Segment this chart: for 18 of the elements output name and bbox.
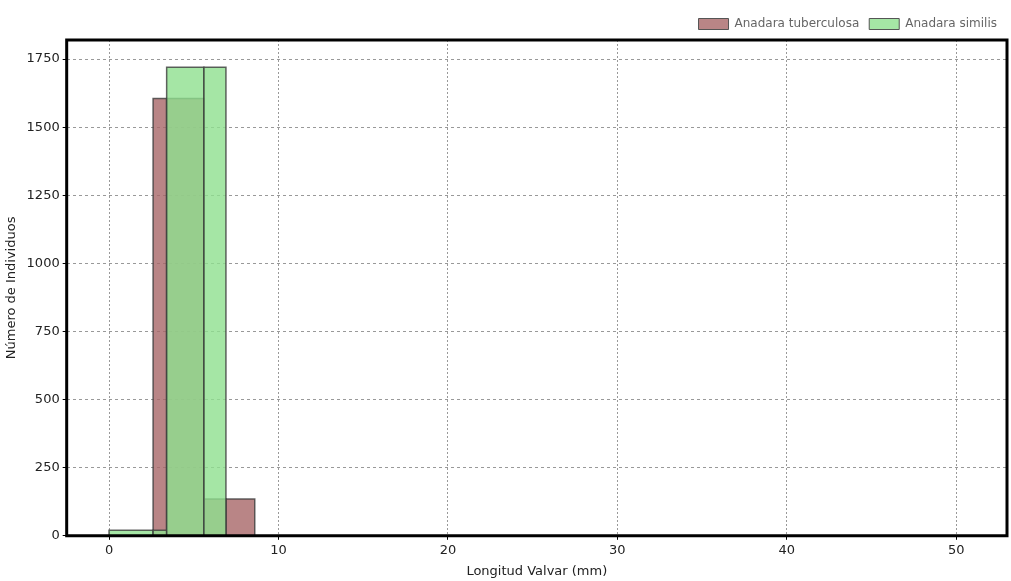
y-tick-label: 1000 (26, 254, 60, 270)
y-tick-label: 750 (34, 322, 60, 338)
x-axis-title: Longitud Valvar (mm) (466, 562, 608, 578)
y-tick-label: 500 (34, 390, 60, 406)
legend-label: Anadara tuberculosa (734, 16, 860, 31)
y-tick-label: 1750 (26, 50, 60, 66)
y-tick-label: 1250 (26, 186, 60, 202)
y-tick-label: 0 (51, 527, 60, 543)
x-tick-label: 30 (609, 541, 626, 557)
y-tick-label: 250 (34, 459, 60, 475)
x-tick-label: 20 (439, 541, 457, 557)
legend-label: Anadara similis (905, 16, 998, 31)
y-axis-title: Número de Individuos (3, 216, 19, 360)
x-tick-label: 0 (104, 541, 114, 557)
x-tick-label: 50 (947, 541, 965, 557)
x-tick-label: 10 (270, 541, 287, 557)
x-tick-label: 40 (778, 541, 796, 557)
y-tick-label: 1500 (26, 118, 60, 134)
